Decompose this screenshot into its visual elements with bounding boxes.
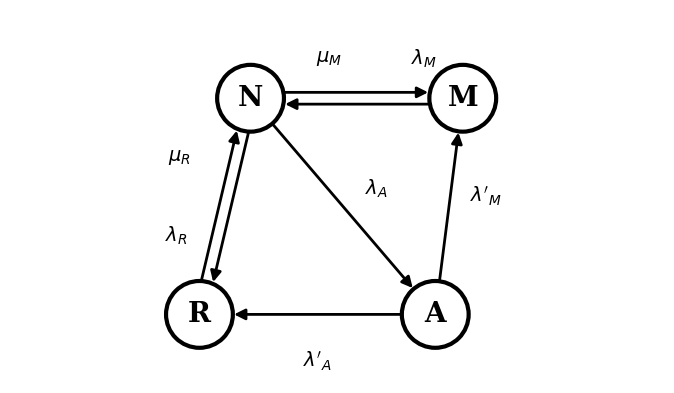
Text: R: R bbox=[188, 301, 211, 328]
Text: $\lambda_R$: $\lambda_R$ bbox=[164, 225, 187, 247]
Text: A: A bbox=[425, 301, 446, 328]
Text: N: N bbox=[238, 85, 264, 112]
Circle shape bbox=[166, 281, 233, 348]
Text: $\lambda_M$: $\lambda_M$ bbox=[410, 48, 436, 70]
Text: M: M bbox=[448, 85, 478, 112]
Circle shape bbox=[402, 281, 468, 348]
Text: $\lambda'_M$: $\lambda'_M$ bbox=[470, 185, 502, 208]
Text: $\mu_M$: $\mu_M$ bbox=[316, 50, 342, 68]
Text: $\mu_R$: $\mu_R$ bbox=[168, 148, 191, 167]
Circle shape bbox=[217, 65, 284, 132]
Circle shape bbox=[429, 65, 496, 132]
Text: $\lambda'_A$: $\lambda'_A$ bbox=[303, 350, 332, 373]
Text: $\lambda_A$: $\lambda_A$ bbox=[365, 178, 388, 200]
